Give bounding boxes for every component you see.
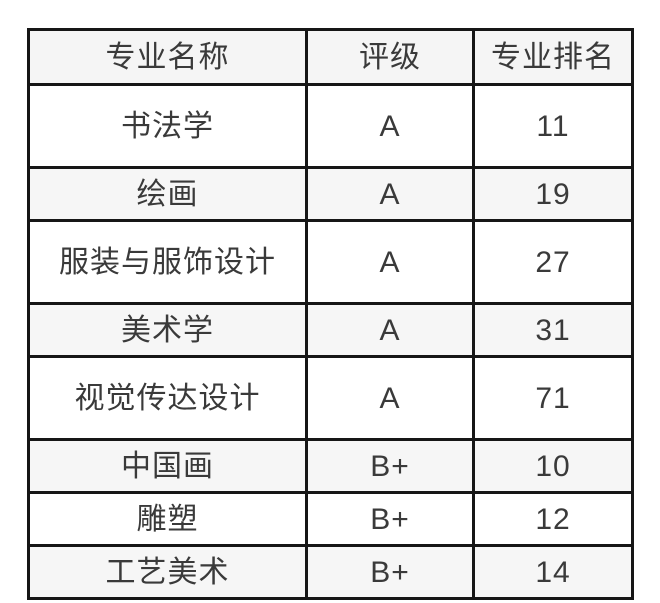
table-header: 专业名称 评级 专业排名 xyxy=(27,28,634,86)
cell-major-name: 雕塑 xyxy=(27,491,308,547)
major-ranking-table-container: 专业名称 评级 专业排名 书法学 A 11 绘画 A 19 服装与服饰设计 A 27 美术学 A 31… xyxy=(27,28,634,600)
table-row: 服装与服饰设计 A 27 xyxy=(27,219,634,305)
major-ranking-table: 专业名称 评级 专业排名 书法学 A 11 绘画 A 19 服装与服饰设计 A 27 美术学 A 31… xyxy=(27,28,634,600)
cell-rank: 11 xyxy=(472,83,634,169)
cell-major-name: 绘画 xyxy=(27,166,308,222)
table-row: 雕塑 B+ 12 xyxy=(27,491,634,547)
table-row: 书法学 A 11 xyxy=(27,83,634,169)
cell-major-name: 视觉传达设计 xyxy=(27,355,308,441)
cell-grade: B+ xyxy=(305,438,475,494)
cell-grade: A xyxy=(305,219,475,305)
column-header-rank: 专业排名 xyxy=(472,28,634,86)
cell-major-name: 美术学 xyxy=(27,302,308,358)
cell-rank: 19 xyxy=(472,166,634,222)
cell-grade: A xyxy=(305,302,475,358)
cell-major-name: 中国画 xyxy=(27,438,308,494)
cell-grade: B+ xyxy=(305,491,475,547)
table-header-row: 专业名称 评级 专业排名 xyxy=(27,28,634,86)
cell-grade: A xyxy=(305,83,475,169)
cell-rank: 31 xyxy=(472,302,634,358)
table-row: 工艺美术 B+ 14 xyxy=(27,544,634,600)
cell-rank: 71 xyxy=(472,355,634,441)
table-row: 美术学 A 31 xyxy=(27,302,634,358)
table-body: 书法学 A 11 绘画 A 19 服装与服饰设计 A 27 美术学 A 31 视觉传达设计 A 71 中国画 B… xyxy=(27,83,634,600)
column-header-grade: 评级 xyxy=(305,28,475,86)
cell-major-name: 服装与服饰设计 xyxy=(27,219,308,305)
cell-grade: A xyxy=(305,355,475,441)
cell-major-name: 书法学 xyxy=(27,83,308,169)
column-header-major-name: 专业名称 xyxy=(27,28,308,86)
table-row: 中国画 B+ 10 xyxy=(27,438,634,494)
table-row: 视觉传达设计 A 71 xyxy=(27,355,634,441)
cell-grade: B+ xyxy=(305,544,475,600)
cell-major-name: 工艺美术 xyxy=(27,544,308,600)
cell-grade: A xyxy=(305,166,475,222)
cell-rank: 27 xyxy=(472,219,634,305)
cell-rank: 12 xyxy=(472,491,634,547)
cell-rank: 10 xyxy=(472,438,634,494)
table-row: 绘画 A 19 xyxy=(27,166,634,222)
cell-rank: 14 xyxy=(472,544,634,600)
